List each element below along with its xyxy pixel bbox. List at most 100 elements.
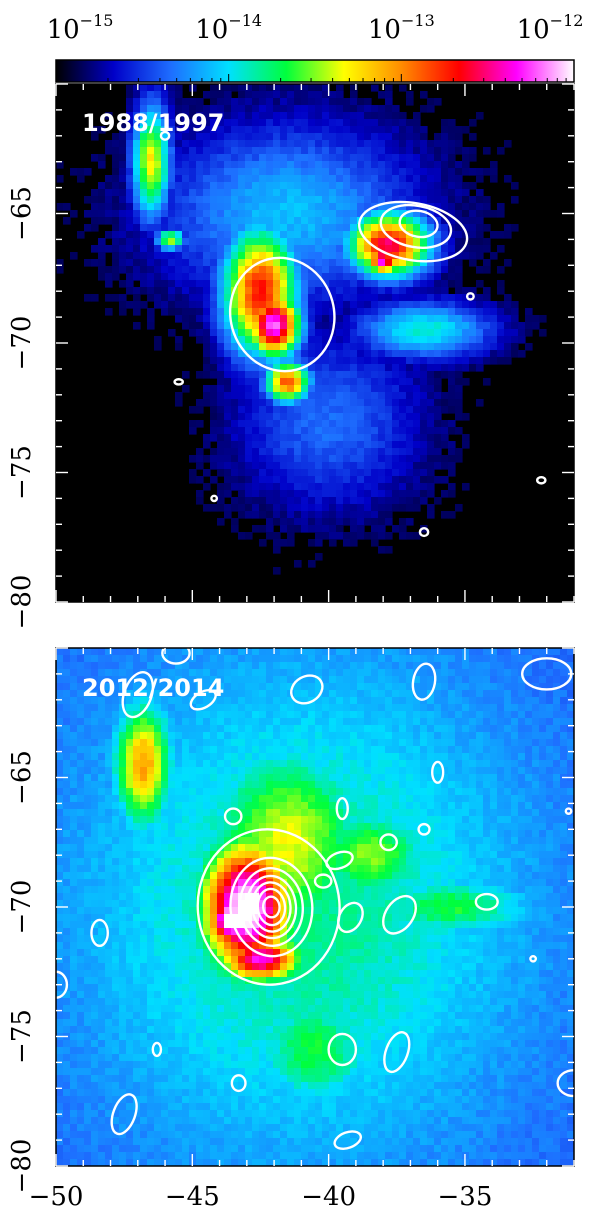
- intensity-pixel: [84, 746, 92, 754]
- intensity-pixel: [294, 732, 302, 740]
- intensity-pixel: [175, 147, 183, 155]
- intensity-pixel: [245, 753, 253, 761]
- intensity-pixel: [343, 648, 351, 656]
- intensity-pixel: [441, 210, 449, 218]
- intensity-pixel: [336, 308, 344, 316]
- intensity-pixel: [378, 175, 386, 183]
- intensity-pixel: [420, 210, 428, 218]
- intensity-pixel: [315, 315, 323, 323]
- intensity-pixel: [280, 704, 288, 712]
- intensity-pixel: [364, 273, 372, 281]
- intensity-pixel: [350, 217, 358, 225]
- intensity-pixel: [273, 704, 281, 712]
- intensity-pixel: [427, 161, 435, 169]
- intensity-pixel: [413, 371, 421, 379]
- intensity-pixel: [203, 252, 211, 260]
- intensity-pixel: [448, 511, 456, 519]
- intensity-pixel: [140, 98, 148, 106]
- intensity-pixel: [238, 350, 246, 358]
- intensity-pixel: [308, 711, 316, 719]
- intensity-pixel: [420, 392, 428, 400]
- intensity-pixel: [259, 434, 267, 442]
- intensity-pixel: [441, 662, 449, 670]
- intensity-pixel: [259, 196, 267, 204]
- intensity-pixel: [406, 746, 414, 754]
- intensity-pixel: [322, 91, 330, 99]
- intensity-pixel: [441, 308, 449, 316]
- intensity-pixel: [420, 683, 428, 691]
- intensity-pixel: [539, 648, 547, 656]
- intensity-pixel: [203, 147, 211, 155]
- intensity-pixel: [105, 189, 113, 197]
- intensity-pixel: [504, 781, 512, 789]
- intensity-pixel: [308, 795, 316, 803]
- intensity-pixel: [147, 217, 155, 225]
- intensity-pixel: [469, 168, 477, 176]
- intensity-pixel: [364, 711, 372, 719]
- intensity-pixel: [189, 266, 197, 274]
- intensity-pixel: [511, 343, 519, 351]
- intensity-pixel: [308, 455, 316, 463]
- intensity-pixel: [231, 455, 239, 463]
- intensity-pixel: [378, 371, 386, 379]
- intensity-pixel: [133, 732, 141, 740]
- intensity-pixel: [287, 238, 295, 246]
- intensity-pixel: [385, 823, 393, 831]
- intensity-pixel: [294, 648, 302, 656]
- intensity-pixel: [315, 746, 323, 754]
- intensity-pixel: [259, 385, 267, 393]
- intensity-pixel: [364, 427, 372, 435]
- intensity-pixel: [63, 788, 71, 796]
- intensity-pixel: [154, 154, 162, 162]
- intensity-pixel: [168, 788, 176, 796]
- intensity-pixel: [98, 823, 106, 831]
- intensity-pixel: [175, 105, 183, 113]
- intensity-pixel: [140, 739, 148, 747]
- intensity-pixel: [189, 112, 197, 120]
- intensity-pixel: [84, 224, 92, 232]
- intensity-pixel: [420, 676, 428, 684]
- intensity-pixel: [203, 648, 211, 656]
- intensity-pixel: [56, 795, 64, 803]
- intensity-pixel: [413, 739, 421, 747]
- intensity-pixel: [532, 669, 540, 677]
- intensity-pixel: [266, 392, 274, 400]
- intensity-pixel: [294, 98, 302, 106]
- intensity-pixel: [259, 781, 267, 789]
- intensity-pixel: [329, 441, 337, 449]
- intensity-pixel: [175, 119, 183, 127]
- intensity-pixel: [273, 294, 281, 302]
- intensity-pixel: [154, 669, 162, 677]
- intensity-pixel: [203, 231, 211, 239]
- intensity-pixel: [322, 662, 330, 670]
- intensity-pixel: [357, 441, 365, 449]
- intensity-pixel: [252, 84, 260, 92]
- intensity-pixel: [301, 357, 309, 365]
- intensity-pixel: [525, 648, 533, 656]
- intensity-pixel: [231, 245, 239, 253]
- intensity-pixel: [147, 725, 155, 733]
- intensity-pixel: [553, 767, 561, 775]
- intensity-pixel: [364, 196, 372, 204]
- intensity-pixel: [154, 287, 162, 295]
- intensity-pixel: [462, 711, 470, 719]
- intensity-pixel: [483, 655, 491, 663]
- intensity-pixel: [364, 669, 372, 677]
- intensity-pixel: [210, 119, 218, 127]
- intensity-pixel: [154, 725, 162, 733]
- intensity-pixel: [147, 182, 155, 190]
- intensity-pixel: [336, 378, 344, 386]
- intensity-pixel: [91, 746, 99, 754]
- intensity-pixel: [280, 802, 288, 810]
- intensity-pixel: [210, 287, 218, 295]
- intensity-pixel: [168, 648, 176, 656]
- intensity-pixel: [392, 739, 400, 747]
- intensity-pixel: [77, 767, 85, 775]
- intensity-pixel: [98, 676, 106, 684]
- intensity-pixel: [56, 823, 64, 831]
- intensity-pixel: [350, 525, 358, 533]
- intensity-pixel: [126, 823, 134, 831]
- intensity-pixel: [259, 343, 267, 351]
- intensity-pixel: [378, 259, 386, 267]
- intensity-pixel: [287, 420, 295, 428]
